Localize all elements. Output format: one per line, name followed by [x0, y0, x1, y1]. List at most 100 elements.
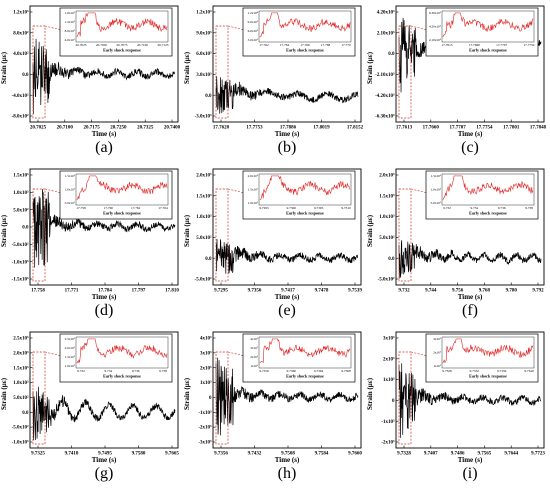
inset-x-tick-label: 9.738 [525, 206, 533, 210]
inset-point [278, 19, 280, 21]
y-tick-label: -1.0x10³ [12, 440, 29, 446]
y-axis-label: Strain (με) [366, 214, 374, 247]
inset-point [490, 186, 492, 188]
inset-point [313, 28, 315, 30]
inset-point [454, 14, 456, 16]
connector-line [227, 351, 244, 356]
inset-point [471, 21, 472, 23]
inset-point [140, 26, 141, 28]
inset-point [323, 22, 324, 24]
inset-point [329, 191, 331, 193]
inset-point [337, 185, 339, 187]
inset-point [291, 349, 293, 351]
y-tick-label: 2x10³ [383, 356, 395, 362]
inset-point [320, 348, 322, 350]
inset-point [332, 22, 333, 24]
inset-point [335, 25, 337, 27]
inset-point [259, 362, 261, 364]
y-tick-label: 0.0 [205, 257, 212, 262]
inset-point [297, 19, 299, 21]
inset-point [496, 348, 498, 350]
inset-point [293, 350, 295, 352]
inset-point [133, 29, 135, 31]
inset-point [259, 199, 261, 201]
inset-point [159, 352, 161, 353]
inset-point [490, 24, 492, 26]
inset-point [108, 22, 110, 24]
inset-x-tick-label: 17.762 [131, 206, 141, 210]
inset-point [290, 18, 292, 20]
x-axis-label: Time (s) [274, 129, 300, 138]
series-line-e [215, 239, 359, 274]
inset-point [289, 191, 291, 193]
panel-c-svg: -6.30x10³ -4.20x10³ -2.10x10³ 0.0 2.10x10³ 4.… [375, 5, 547, 131]
y-tick-label: -3x10³ [198, 440, 212, 446]
inset-point [325, 346, 327, 348]
inset-point [503, 346, 505, 347]
y-tick-label: -4.0x10² [12, 93, 29, 99]
inset-point [454, 175, 456, 177]
inset-point [116, 20, 118, 22]
x-axis-label: Time (s) [274, 455, 300, 464]
inset-point [525, 27, 527, 28]
inset-point [151, 350, 153, 352]
inset-point [92, 12, 93, 14]
inset-point [321, 188, 323, 190]
inset-point [307, 355, 309, 357]
inset-point [268, 183, 270, 185]
inset-y-tick-label: 5.0x10² [65, 201, 75, 205]
inset-point [92, 175, 93, 177]
inset-point [516, 353, 518, 355]
inset-point [529, 21, 531, 23]
x-tick-label: 9.744 [425, 289, 437, 294]
inset-point [152, 186, 154, 187]
inset-point [85, 13, 87, 15]
inset-point [273, 12, 275, 14]
inset-point [443, 34, 445, 36]
inset-point [121, 189, 123, 191]
inset-y-tick-label: 4.0x10² [65, 38, 75, 42]
inset-point [272, 175, 274, 177]
y-tick-label: -1.5x10³ [12, 277, 29, 283]
inset-point [299, 187, 301, 189]
inset-x-tick-label: 20.7100 [137, 43, 148, 47]
inset-point [156, 27, 158, 29]
inset-point [342, 181, 344, 183]
inset-point [143, 188, 145, 190]
inset-point [112, 351, 114, 353]
inset-point [302, 24, 304, 26]
y-tick-label: -5.0x10² [195, 277, 212, 283]
inset-point [446, 346, 448, 347]
inset-point [346, 186, 348, 188]
inset-point [446, 190, 448, 192]
inset-y-tick-label: 1.2x10³ [65, 20, 75, 24]
y-tick-label: 1.5x10³ [196, 193, 212, 199]
inset-point [515, 25, 516, 27]
inset-y-tick-label: 1x10³ [433, 364, 441, 368]
inset-point [446, 21, 448, 23]
inset-point [89, 12, 91, 14]
inset-point [345, 356, 346, 358]
panel-g: -1.0x10³ -5.0x10² 0.0 5.0x10² 1.0x10³ 1.5x10³… [0, 326, 183, 489]
y-tick-label: 4.0x10² [13, 51, 29, 57]
inset-point [304, 351, 306, 353]
inset-point [310, 354, 311, 356]
inset-point [531, 19, 533, 20]
inset-point [93, 175, 95, 177]
highlight-box [215, 188, 229, 282]
inset-point [491, 185, 493, 187]
inset-point [269, 177, 271, 179]
x-tick-label: 20.7325 [137, 126, 154, 131]
inset-x-tick-label: 9.7364 [314, 369, 324, 373]
inset-point [80, 190, 82, 192]
inset-point [467, 21, 469, 23]
inset-point [120, 349, 122, 351]
inset-y-tick-label: 1.0x10³ [65, 188, 75, 192]
inset-point [315, 29, 317, 31]
inset-point [509, 349, 511, 351]
x-tick-label: 17.7754 [476, 126, 493, 131]
inset-point [271, 175, 273, 177]
inset-y-tick-label: 3x10³ [433, 337, 441, 341]
inset-point [134, 187, 136, 189]
inset-point [101, 26, 103, 28]
